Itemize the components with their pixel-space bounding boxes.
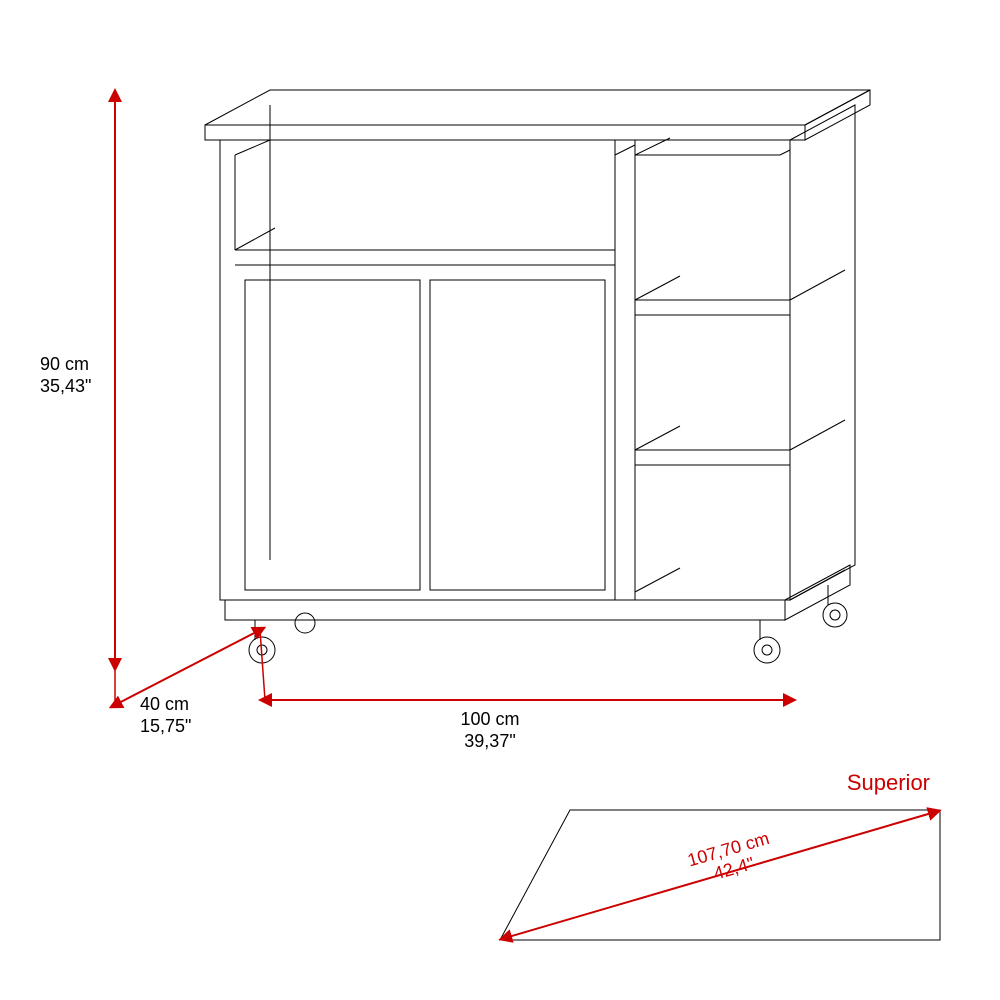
dim-height-cm: 90 cm [40, 354, 89, 374]
dim-height-in: 35,43" [40, 376, 91, 396]
dim-depth-cm: 40 cm [140, 694, 189, 714]
top-section-title: Superior [847, 770, 930, 795]
dim-width-in: 39,37" [464, 731, 515, 751]
dim-depth-in: 15,75" [140, 716, 191, 736]
dim-width-cm: 100 cm [460, 709, 519, 729]
furniture-dimension-diagram: 90 cm 35,43" 40 cm 15,75" 100 cm 39,37" … [0, 0, 1000, 1000]
